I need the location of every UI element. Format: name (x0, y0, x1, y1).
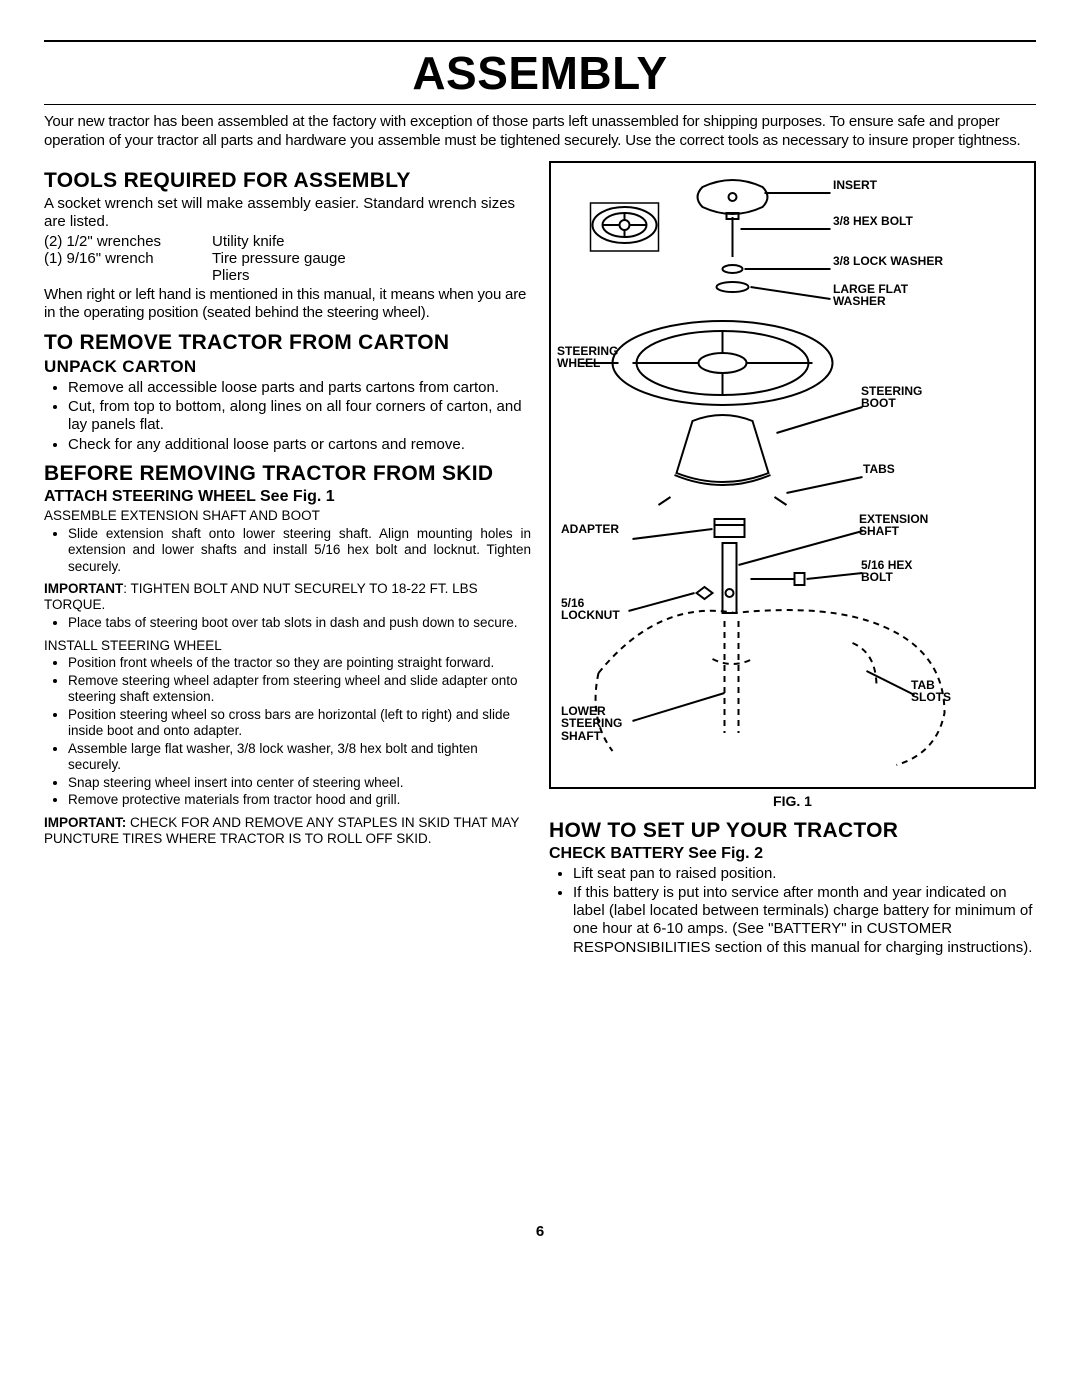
rule-under-title (44, 104, 1036, 105)
tool-item: Utility knife (212, 233, 531, 250)
tool-item: Tire pressure gauge (212, 250, 531, 267)
important-note-2: IMPORTANT: CHECK FOR AND REMOVE ANY STAP… (44, 815, 531, 847)
list-item: Position front wheels of the tractor so … (68, 655, 531, 671)
list-item: Lift seat pan to raised position. (573, 865, 1036, 883)
list-item: Position steering wheel so cross bars ar… (68, 707, 531, 740)
tools-intro: A socket wrench set will make assembly e… (44, 195, 531, 232)
label-adapter: ADAPTER (561, 523, 619, 536)
setup-heading: HOW TO SET UP YOUR TRACTOR (549, 819, 1036, 843)
page-number: 6 (44, 1223, 1036, 1240)
tool-item: (1) 9/16" wrench (44, 250, 204, 267)
label-insert: INSERT (833, 179, 877, 192)
important-note-1: IMPORTANT: TIGHTEN BOLT AND NUT SECURELY… (44, 581, 531, 613)
list-item: Check for any additional loose parts or … (68, 436, 531, 454)
list-item: Assemble large flat washer, 3/8 lock was… (68, 741, 531, 774)
hand-note: When right or left hand is mentioned in … (44, 286, 531, 323)
label-lower-shaft: LOWER STEERING SHAFT (561, 705, 641, 743)
tool-item (44, 267, 204, 284)
right-column: INSERT 3/8 HEX BOLT 3/8 LOCK WASHER LARG… (549, 161, 1036, 963)
label-steering-boot: STEERING BOOT (861, 385, 951, 410)
list-item: Remove steering wheel adapter from steer… (68, 673, 531, 706)
list-item: Place tabs of steering boot over tab slo… (68, 615, 531, 631)
attach-heading: ATTACH STEERING WHEEL See Fig. 1 (44, 488, 531, 506)
battery-heading: CHECK BATTERY See Fig. 2 (549, 845, 1036, 863)
label-ext-shaft: EXTENSION SHAFT (859, 513, 949, 538)
label-large-washer: LARGE FLAT WASHER (833, 283, 953, 308)
battery-list: Lift seat pan to raised position. If thi… (549, 865, 1036, 957)
list-item: Remove protective materials from tractor… (68, 792, 531, 808)
list-item: Snap steering wheel insert into center o… (68, 775, 531, 791)
label-hex-bolt: 3/8 HEX BOLT (833, 215, 913, 228)
remove-heading: TO REMOVE TRACTOR FROM CARTON (44, 331, 531, 355)
list-item: Remove all accessible loose parts and pa… (68, 379, 531, 397)
label-steering-wheel: STEERING WHEEL (557, 345, 627, 370)
label-tab-slots: TAB SLOTS (911, 679, 971, 704)
tools-heading: TOOLS REQUIRED FOR ASSEMBLY (44, 169, 531, 193)
unpack-heading: UNPACK CARTON (44, 357, 531, 377)
install-list: Position front wheels of the tractor so … (44, 655, 531, 808)
label-tabs: TABS (863, 463, 895, 476)
install-line: INSTALL STEERING WHEEL (44, 638, 531, 654)
label-516-bolt: 5/16 HEX BOLT (861, 559, 941, 584)
left-column: TOOLS REQUIRED FOR ASSEMBLY A socket wre… (44, 161, 531, 963)
ext-list: Slide extension shaft onto lower steerin… (44, 526, 531, 575)
label-locknut: 5/16 LOCKNUT (561, 597, 631, 622)
unpack-list: Remove all accessible loose parts and pa… (44, 379, 531, 454)
label-lock-washer: 3/8 LOCK WASHER (833, 255, 943, 268)
assemble-line: ASSEMBLE EXTENSION SHAFT AND BOOT (44, 508, 531, 524)
list-item: Cut, from top to bottom, along lines on … (68, 398, 531, 435)
page-title: ASSEMBLY (44, 46, 1036, 100)
before-heading: BEFORE REMOVING TRACTOR FROM SKID (44, 462, 531, 486)
important-label: IMPORTANT: (44, 815, 126, 830)
important-label: IMPORTANT (44, 581, 123, 596)
list-item: If this battery is put into service afte… (573, 884, 1036, 957)
figure-1-box: INSERT 3/8 HEX BOLT 3/8 LOCK WASHER LARG… (549, 161, 1036, 789)
rule-top (44, 40, 1036, 42)
intro-paragraph: Your new tractor has been assembled at t… (44, 113, 1036, 151)
list-item: Slide extension shaft onto lower steerin… (68, 526, 531, 575)
figure-caption: FIG. 1 (549, 793, 1036, 809)
tool-item: Pliers (212, 267, 531, 284)
two-column-layout: TOOLS REQUIRED FOR ASSEMBLY A socket wre… (44, 161, 1036, 963)
tool-list: (2) 1/2" wrenches Utility knife (1) 9/16… (44, 233, 531, 284)
tabs-list: Place tabs of steering boot over tab slo… (44, 615, 531, 631)
tool-item: (2) 1/2" wrenches (44, 233, 204, 250)
